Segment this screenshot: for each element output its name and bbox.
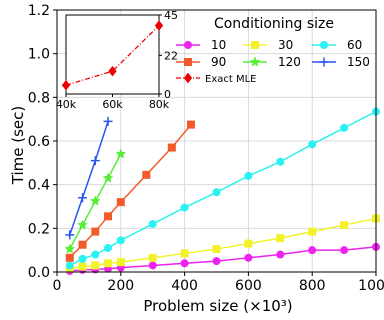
legend-marker xyxy=(320,58,329,67)
legend-entry-120: 120 xyxy=(243,55,301,69)
legend-entry-60: 60 xyxy=(312,38,362,52)
data-point xyxy=(168,144,175,151)
data-point xyxy=(91,196,101,205)
legend-marker xyxy=(185,74,192,83)
x-tick-label: 400 xyxy=(171,278,198,294)
data-point xyxy=(105,213,112,220)
data-point xyxy=(105,260,112,267)
data-point xyxy=(213,189,220,196)
legend-title: Conditioning size xyxy=(214,16,334,32)
series-line-60 xyxy=(70,112,376,266)
data-point xyxy=(277,235,284,242)
y-axis-label: Time (sec) xyxy=(9,106,27,185)
series-layer xyxy=(65,108,380,274)
data-point xyxy=(117,199,124,206)
x-tick-label: 800 xyxy=(299,278,326,294)
legend-label: 30 xyxy=(278,38,293,52)
data-point xyxy=(245,254,252,261)
legend-label: Exact MLE xyxy=(205,74,256,85)
legend-label: 90 xyxy=(211,55,226,69)
data-point xyxy=(213,246,220,253)
data-point xyxy=(277,158,284,165)
data-point xyxy=(181,204,188,211)
x-tick-label: 0 xyxy=(53,278,62,294)
y-tick-label: 0.4 xyxy=(28,178,50,194)
data-point xyxy=(187,121,194,128)
legend-entry-exact-mle: Exact MLE xyxy=(176,74,256,86)
data-point xyxy=(79,263,86,270)
y-tick-label: 1.2 xyxy=(28,3,50,19)
data-point xyxy=(149,220,156,227)
inset-y-tick-label: 22 xyxy=(164,49,178,62)
data-point xyxy=(117,259,124,266)
data-point xyxy=(213,258,220,265)
data-point xyxy=(103,173,113,182)
inset-x-tick-label: 60k xyxy=(102,98,123,111)
data-point xyxy=(309,228,316,235)
legend-marker xyxy=(185,42,192,49)
data-point xyxy=(66,254,73,261)
data-point xyxy=(65,244,75,253)
data-point xyxy=(181,260,188,267)
data-point xyxy=(91,156,100,165)
data-point xyxy=(245,240,252,247)
data-point xyxy=(79,255,86,262)
inset-frame xyxy=(66,15,159,94)
legend: Conditioning size 10 30 60 90 120 150 Exact MLE xyxy=(176,16,370,85)
y-tick-label: 0.6 xyxy=(28,134,50,150)
series-line-150 xyxy=(70,121,108,235)
inset-y-tick-label: 45 xyxy=(164,9,178,22)
legend-marker xyxy=(250,57,260,66)
data-point xyxy=(92,228,99,235)
data-point xyxy=(341,222,348,229)
legend-entry-150: 150 xyxy=(312,55,370,69)
x-tick-label: 600 xyxy=(235,278,262,294)
legend-entry-30: 30 xyxy=(243,38,293,52)
series-line-10 xyxy=(70,247,376,271)
legend-label: 10 xyxy=(211,38,226,52)
legend-marker xyxy=(321,42,328,49)
data-point xyxy=(65,230,74,239)
data-point xyxy=(79,241,86,248)
legend-entry-90: 90 xyxy=(176,55,226,69)
legend-label: 60 xyxy=(347,38,362,52)
data-point xyxy=(78,220,88,229)
data-point xyxy=(104,117,113,126)
legend-label: 150 xyxy=(347,55,370,69)
data-point xyxy=(117,237,124,244)
data-point xyxy=(341,247,348,254)
x-tick-label: 200 xyxy=(107,278,134,294)
data-point xyxy=(149,254,156,261)
y-tick-label: 0.8 xyxy=(28,90,50,106)
data-point xyxy=(92,251,99,258)
legend-marker xyxy=(252,42,259,49)
data-point xyxy=(92,262,99,269)
legend-entry-10: 10 xyxy=(176,38,226,52)
y-tick-label: 0.0 xyxy=(28,265,50,281)
series-30 xyxy=(66,215,379,272)
legend-marker xyxy=(185,59,192,66)
x-axis-label: Problem size (×10³) xyxy=(143,297,292,315)
data-point xyxy=(143,171,150,178)
inset-y-tick-label: 0 xyxy=(164,88,171,101)
data-point xyxy=(245,172,252,179)
data-point xyxy=(149,262,156,269)
y-tick-label: 1.0 xyxy=(28,47,50,63)
legend-label: 120 xyxy=(278,55,301,69)
data-point xyxy=(181,250,188,257)
data-point xyxy=(78,193,87,202)
y-tick-label: 0.2 xyxy=(28,221,50,237)
data-point xyxy=(309,247,316,254)
data-point xyxy=(277,251,284,258)
data-point xyxy=(341,124,348,131)
series-60 xyxy=(66,108,379,269)
data-point xyxy=(309,141,316,148)
data-point xyxy=(105,244,112,251)
data-point xyxy=(66,262,73,269)
inset-x-tick-label: 40k xyxy=(56,98,77,111)
